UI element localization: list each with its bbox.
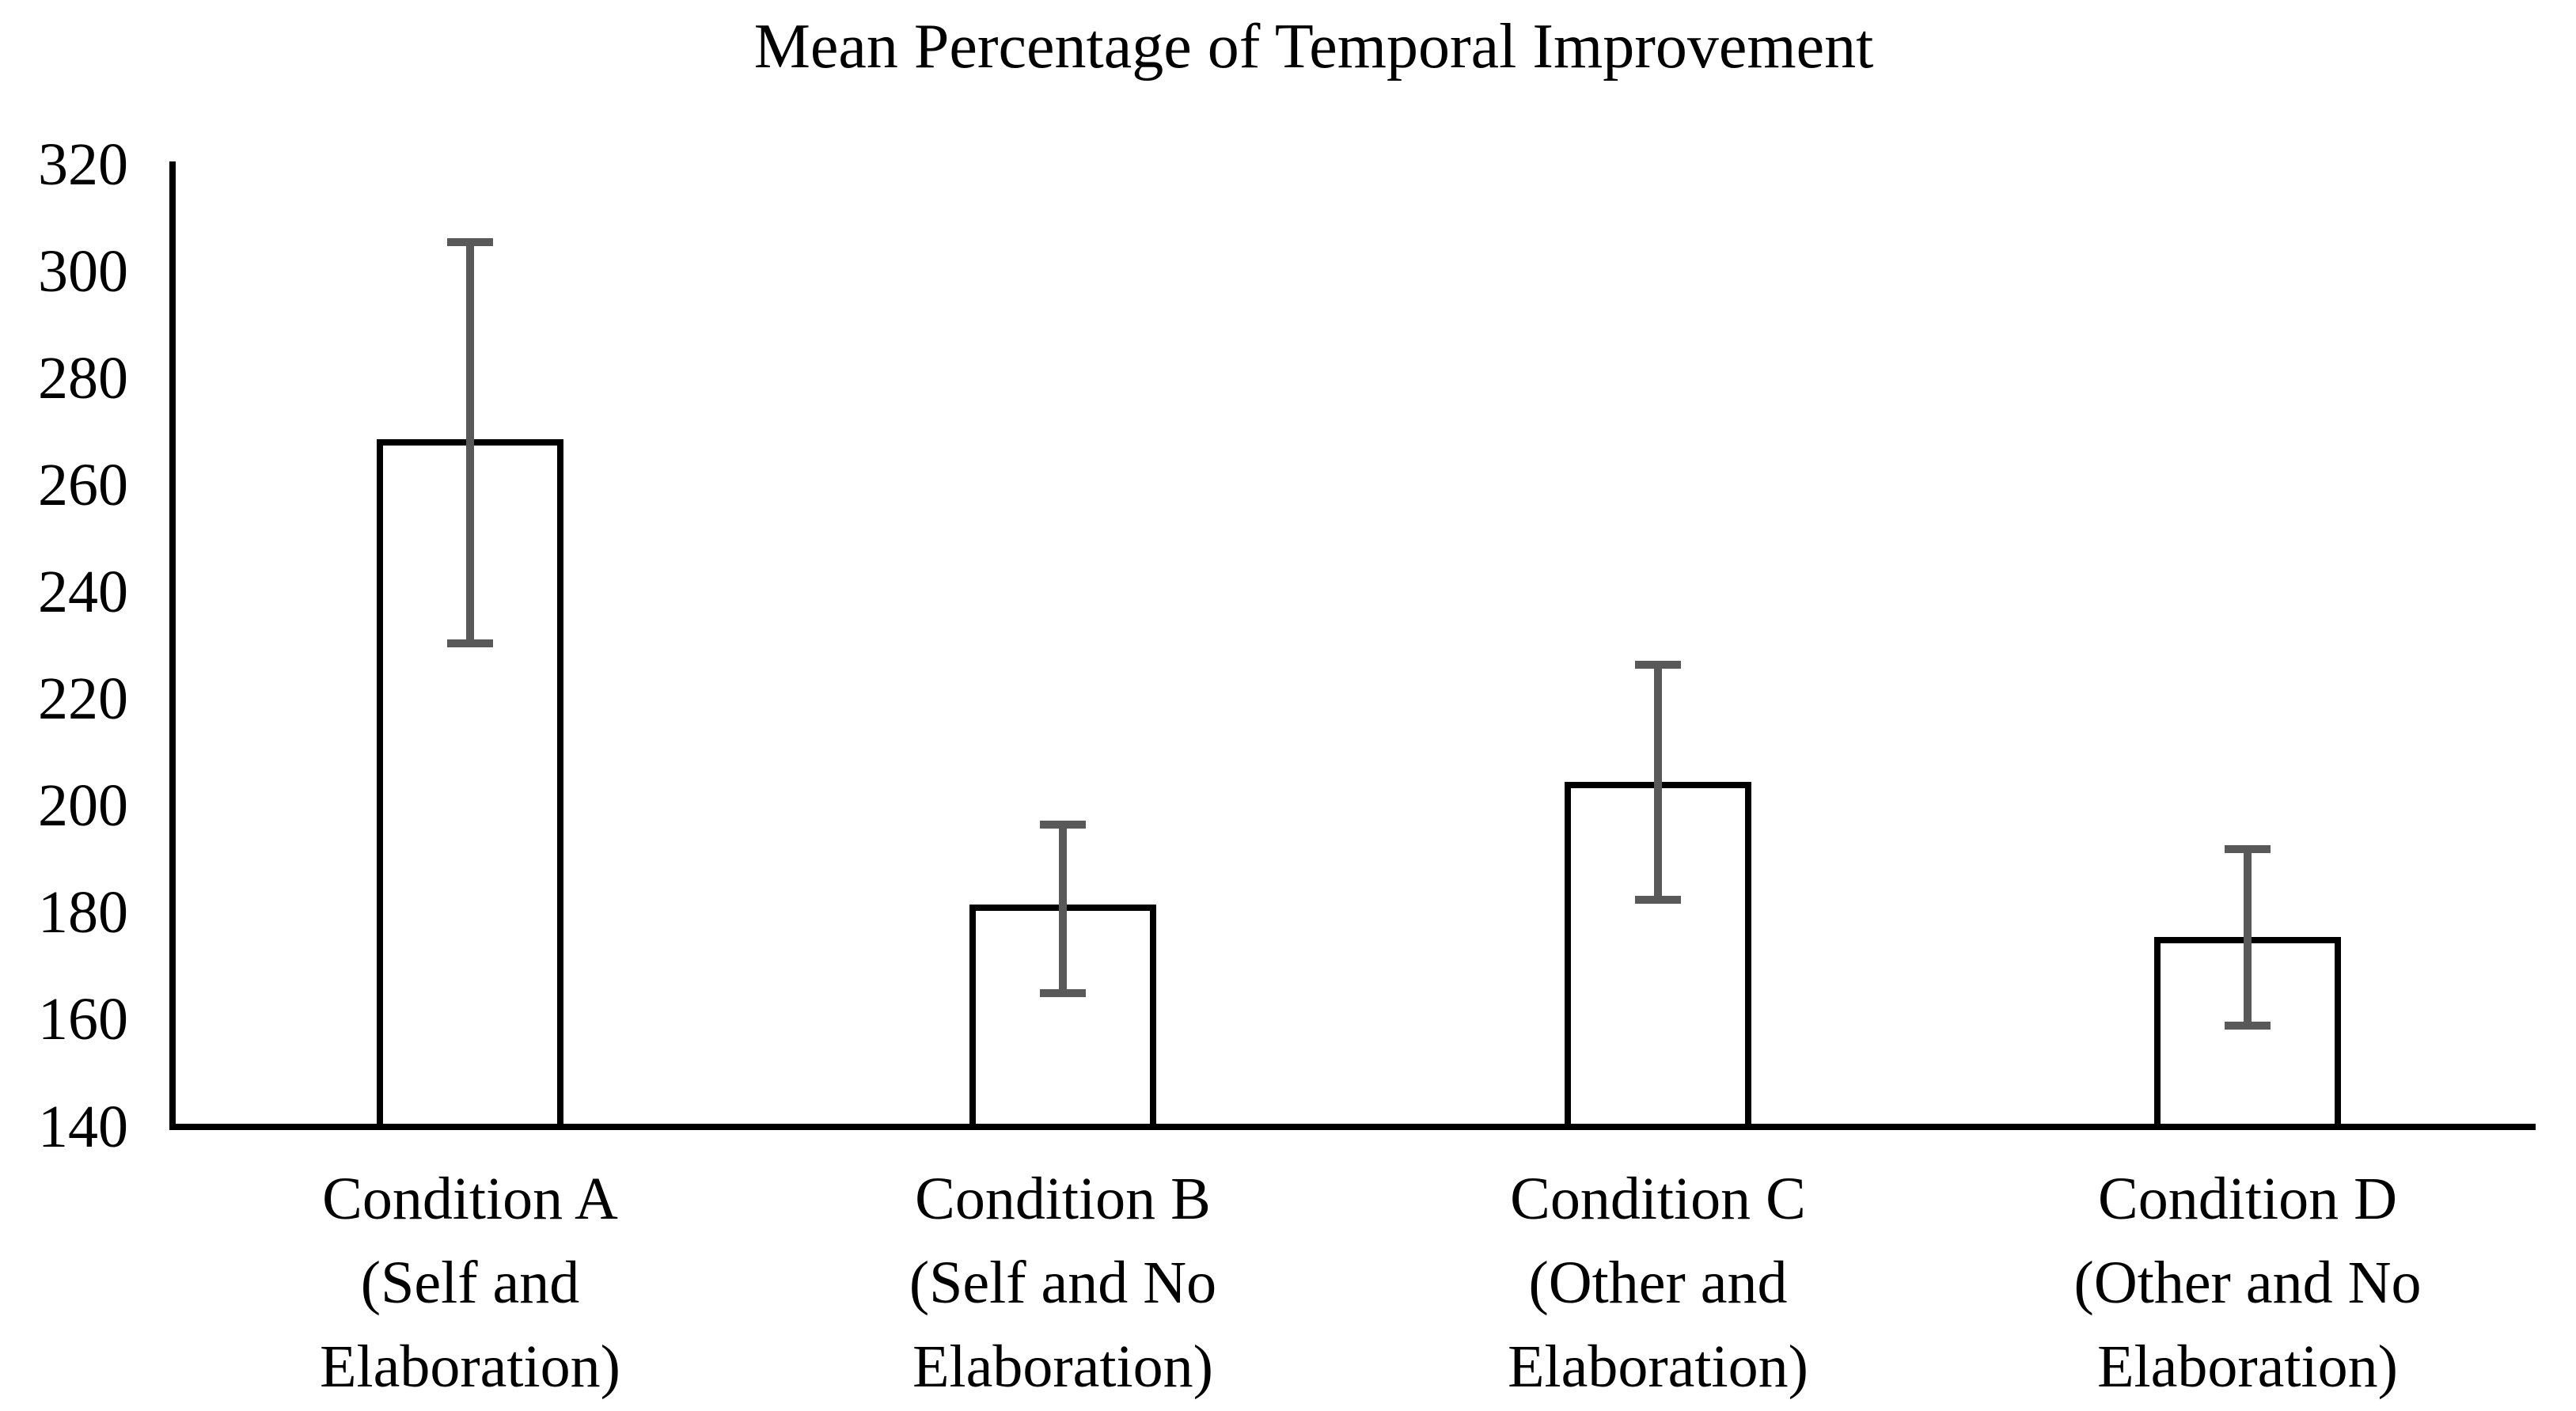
x-axis-label-line: Elaboration) [320, 1333, 620, 1400]
x-axis-category-label: Condition A (Self and Elaboration) [176, 1157, 764, 1409]
chart-title: Mean Percentage of Temporal Improvement [753, 12, 1874, 82]
bar-a [377, 439, 563, 1130]
y-axis-tick-label: 300 [38, 237, 128, 305]
x-axis-label-line: (Other and [1528, 1250, 1788, 1316]
x-axis-label-line: Elaboration) [912, 1333, 1213, 1400]
x-axis-label-line: (Self and No [909, 1250, 1217, 1316]
x-axis-category-label: Condition D (Other and No Elaboration) [1953, 1157, 2542, 1409]
error-bar-cap-top [1040, 821, 1086, 829]
y-axis-tick-label: 200 [38, 772, 128, 840]
error-bar-cap-top [1635, 660, 1681, 669]
x-axis-line [169, 1124, 2536, 1130]
error-bar-line [2244, 848, 2252, 1026]
x-axis-category-label: Condition C (Other and Elaboration) [1364, 1157, 1952, 1409]
error-bar-cap-top [447, 237, 493, 246]
y-axis-line [169, 161, 176, 1130]
error-bar-cap-bottom [2225, 1021, 2271, 1030]
x-axis-label-line: Condition B [915, 1166, 1211, 1232]
y-axis-tick-label: 240 [38, 558, 128, 625]
y-axis-tick-label: 320 [38, 131, 128, 198]
error-bar-cap-bottom [1635, 895, 1681, 904]
error-bar-cap-bottom [447, 639, 493, 647]
x-axis-label-line: Condition A [322, 1166, 618, 1232]
x-axis-label-line: (Other and No [2073, 1250, 2422, 1316]
error-bar-line [1059, 825, 1067, 994]
y-axis-tick-label: 140 [38, 1093, 128, 1160]
y-axis-tick-label: 280 [38, 344, 128, 412]
error-bar-line [466, 241, 474, 643]
x-axis-label-line: Elaboration) [1508, 1333, 1808, 1400]
x-axis-label-line: Condition C [1510, 1166, 1806, 1232]
error-bar-cap-top [2225, 844, 2271, 853]
y-axis-tick-label: 260 [38, 451, 128, 518]
error-bar-line [1654, 664, 1662, 900]
x-axis-label-line: Elaboration) [2097, 1333, 2398, 1400]
x-axis-label-line: Condition D [2098, 1166, 2397, 1232]
y-axis-tick-label: 220 [38, 666, 128, 733]
error-bar-cap-bottom [1040, 989, 1086, 998]
y-axis-tick-label: 160 [38, 986, 128, 1053]
x-axis-category-label: Condition B (Self and No Elaboration) [768, 1157, 1357, 1409]
y-axis-tick-label: 180 [38, 879, 128, 946]
x-axis-label-line: (Self and [360, 1250, 580, 1316]
